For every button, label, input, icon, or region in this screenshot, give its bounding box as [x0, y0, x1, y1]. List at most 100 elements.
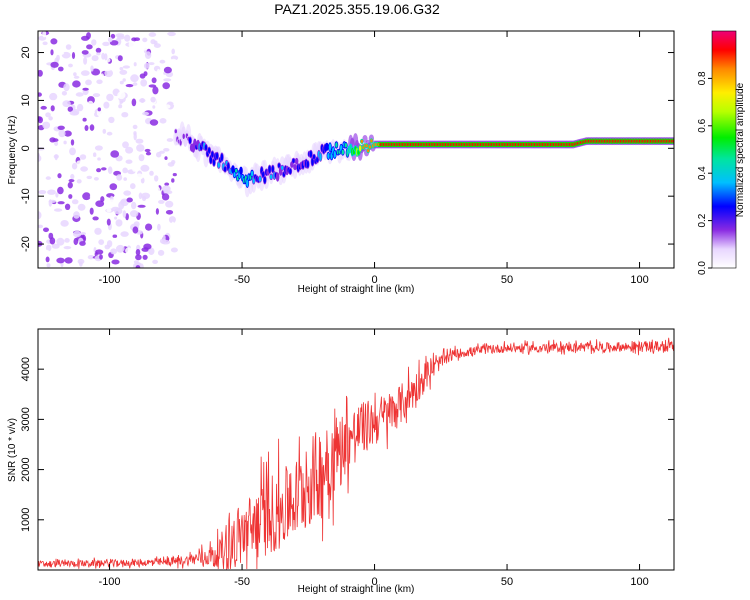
ridge-point [360, 139, 363, 143]
noise-blob [84, 125, 89, 131]
noise-blob [48, 116, 53, 121]
noise-blob [163, 66, 172, 74]
noise-blob [174, 229, 178, 236]
noise-blob [140, 79, 148, 87]
ridge-point [276, 173, 279, 181]
noise-blob [95, 47, 102, 53]
noise-blob [45, 112, 51, 118]
noise-blob [145, 223, 153, 231]
noise-blob [189, 62, 194, 71]
ridge-point [289, 168, 292, 174]
noise-blob [102, 41, 110, 47]
noise-blob [139, 51, 143, 56]
noise-blob [196, 66, 202, 74]
noise-blob [180, 235, 188, 238]
noise-blob [57, 125, 65, 130]
noise-blob [152, 86, 159, 95]
noise-blob [164, 182, 170, 186]
spectrogram-x-tick-label: -50 [234, 274, 250, 286]
noise-blob [73, 75, 80, 79]
noise-blob [177, 256, 182, 260]
snr-y-axis: 1000 2000 3000 4000 [20, 357, 674, 532]
noise-blob [118, 201, 125, 210]
noise-blob [175, 158, 183, 163]
noise-blob [194, 56, 199, 61]
noise-blob [41, 58, 48, 64]
noise-blob [196, 115, 203, 119]
noise-blob [163, 148, 170, 152]
noise-blob [57, 201, 65, 205]
noise-blob [79, 154, 87, 160]
ridge-point [270, 174, 273, 180]
noise-blob [132, 166, 137, 172]
noise-blob [170, 247, 178, 253]
noise-blob [104, 53, 108, 61]
noise-blob [161, 193, 170, 201]
noise-blob [112, 234, 118, 238]
noise-blob [193, 231, 199, 238]
noise-blob [140, 177, 145, 184]
noise-blob [103, 101, 110, 109]
noise-blob [92, 93, 101, 98]
ridge-point [258, 176, 262, 182]
colorbar-tick-label: 0.2 [697, 213, 708, 227]
ridge-point [220, 153, 224, 161]
ridge-point [174, 129, 177, 134]
noise-blob [46, 263, 51, 268]
spectrogram-x-label: Height of straight line (km) [298, 284, 415, 295]
noise-blob [200, 85, 204, 89]
noise-blob [43, 227, 49, 233]
colorbar: 0.0 0.2 0.4 0.6 0.8 Normalized spectral ampl… [697, 30, 746, 275]
noise-blob [130, 74, 139, 83]
noise-blob [180, 228, 188, 236]
noise-blob [54, 154, 58, 161]
snr-x-tick-label: 50 [501, 576, 513, 588]
noise-blob [76, 160, 85, 166]
noise-blob [171, 160, 176, 165]
noise-blob [136, 144, 145, 152]
ridge-point [262, 171, 265, 178]
noise-blob [126, 197, 133, 203]
colorbar-tick-label: 0.4 [697, 166, 708, 180]
noise-blob [145, 151, 152, 156]
noise-blob [186, 201, 190, 206]
noise-blob [196, 210, 203, 219]
noise-blob [191, 237, 196, 243]
ridge-point [184, 138, 187, 146]
spectrogram-x-tick-label: 0 [371, 274, 377, 286]
noise-blob [155, 182, 159, 191]
noise-blob [100, 196, 105, 203]
ridge-point [277, 163, 281, 168]
noise-blob [111, 259, 120, 265]
noise-blob [165, 200, 174, 208]
noise-blob [195, 204, 199, 210]
noise-blob [125, 247, 133, 254]
spectrogram-y-tick-label: 10 [20, 94, 32, 106]
noise-blob [49, 92, 58, 101]
noise-blob [153, 43, 161, 48]
noise-blob [101, 167, 107, 171]
noise-blob [175, 148, 181, 152]
ridge-point [217, 162, 220, 168]
noise-blob [171, 178, 175, 183]
colorbar-label: Normalized spectral amplitude [735, 82, 746, 217]
ridge-point [368, 145, 371, 149]
noise-blob [181, 216, 186, 224]
noise-blob [110, 33, 116, 39]
spectrogram-frame [37, 30, 675, 269]
noise-blob [173, 101, 181, 107]
noise-blob [179, 263, 186, 267]
ridge-point [212, 159, 216, 166]
ridge-point [341, 149, 344, 155]
noise-blob [45, 176, 51, 180]
noise-blob [68, 194, 73, 199]
ridge-point [250, 170, 254, 177]
ridge-point [344, 143, 348, 148]
noise-blob [168, 216, 176, 224]
noise-blob [135, 254, 142, 261]
noise-blob [106, 208, 112, 213]
spectrogram-y-tick-label: -10 [20, 188, 32, 204]
ridge-point [182, 133, 185, 139]
noise-blob [58, 129, 66, 138]
noise-blob [141, 44, 148, 51]
